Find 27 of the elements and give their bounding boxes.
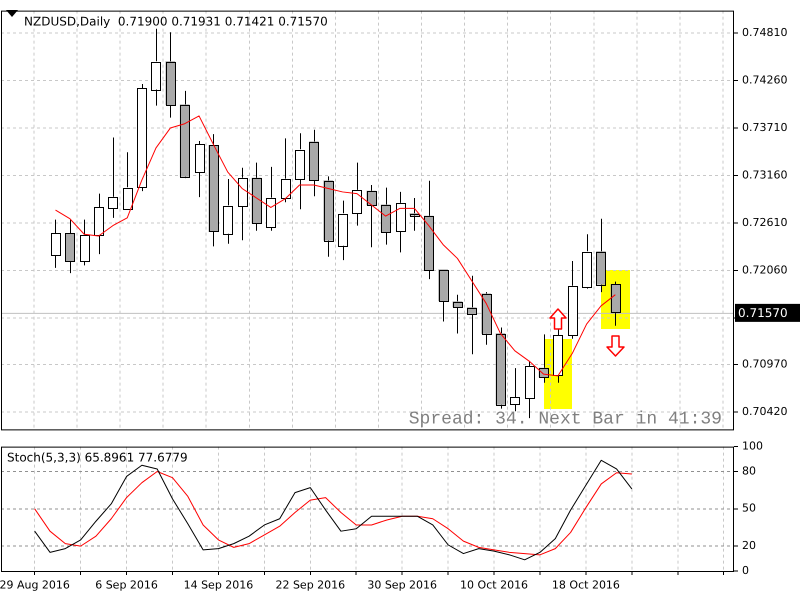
y-tick-label: 80 [742,464,756,478]
y-tick-label: 0.72610 [742,216,788,229]
ref-line-label: 0.71570 [738,306,788,320]
y-tick-label: 0.73160 [742,168,788,182]
x-tick-label: 6 Sep 2016 [95,578,158,592]
y-tick-label: 0.74810 [742,26,788,39]
y-tick-label: 50 [742,502,756,515]
candlestick [108,137,118,218]
x-tick-label: 18 Oct 2016 [552,578,620,592]
y-tick-label: 0.70970 [742,357,788,370]
candlestick [352,162,362,226]
y-tick-label: 0.73710 [742,120,788,134]
y-tick-label: 0.74260 [742,73,788,86]
chart-title: Stoch(5,3,3) 65.8961 77.6779 [7,450,188,465]
annotation: Spread: 34. Next Bar in 41:39 [408,409,722,430]
y-tick-label: 100 [742,439,763,452]
y-tick-label: 20 [742,538,756,552]
x-tick-label: 29 Aug 2016 [0,578,70,592]
y-tick-label: 0.72060 [742,263,788,276]
x-tick-label: 10 Oct 2016 [460,578,528,592]
x-tick-label: 22 Sep 2016 [275,578,346,592]
y-tick-label: 0.70420 [742,404,788,418]
y-tick-label: 0 [742,564,749,577]
chart-title: NZDUSD,Daily 0.71900 0.71931 0.71421 0.71570 [24,14,328,29]
x-tick-label: 14 Sep 2016 [184,578,254,592]
candlestick [510,368,520,412]
x-tick-label: 30 Sep 2016 [367,578,438,592]
